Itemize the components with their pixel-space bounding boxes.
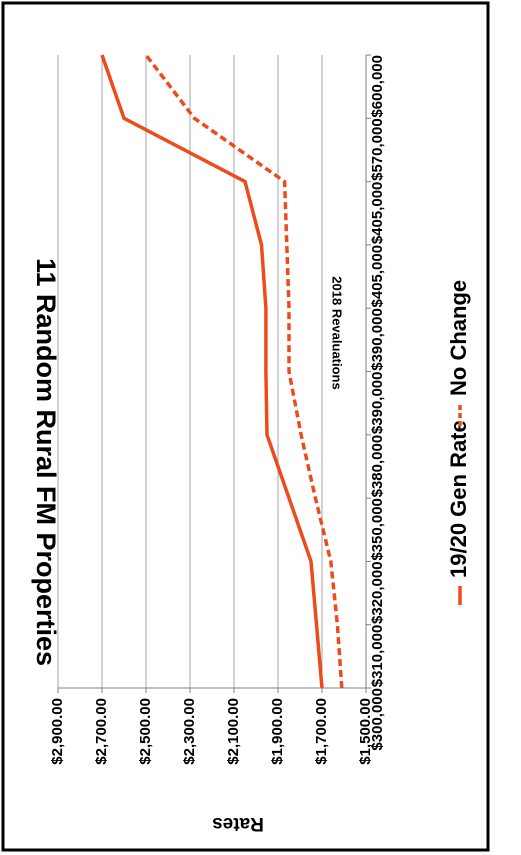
y-axis-ticks: $1,500.00 $1,700.00 $1,900.00 $2,100.00 $2,3…	[49, 698, 374, 765]
y-tick-label: $1,700.00	[313, 698, 330, 765]
x-tick-label: $405,000	[369, 245, 386, 308]
x-tick-label: $390,000	[369, 372, 386, 435]
y-tick-label: $2,900.00	[49, 698, 66, 765]
x-tick-label: $405,000	[369, 182, 386, 245]
y-tick-label: $1,500.00	[357, 698, 374, 765]
series-group	[100, 53, 344, 689]
y-tick-label: $1,900.00	[269, 698, 286, 765]
y-tick-label: $2,500.00	[137, 698, 154, 765]
y-tick-label: $2,100.00	[225, 698, 242, 765]
y-axis-title: Rates	[212, 813, 264, 834]
x-tick-label: $320,000	[369, 561, 386, 624]
x-tick-label: $310,000	[369, 625, 386, 688]
x-axis-ticks: $300,000$310,000$320,000$350,000$380,000…	[366, 54, 386, 751]
x-tick-label: $380,000	[369, 435, 386, 498]
x-tick-label: $390,000	[369, 308, 386, 371]
x-tick-label: $300,000	[369, 688, 386, 751]
x-tick-label: $600,000	[369, 55, 386, 118]
y-tick-label: $2,300.00	[181, 698, 198, 765]
annotation: 2018 Revaluations	[330, 276, 345, 389]
legend-label-gen-rate: 19/20 Gen Rate	[446, 420, 471, 578]
legend: 19/20 Gen Rate No Change	[446, 280, 471, 605]
series-line-gen-rate	[100, 54, 324, 689]
series-line-no-change	[144, 53, 344, 689]
y-tick-label: $2,700.00	[93, 698, 110, 765]
chart-border	[1, 1, 490, 852]
legend-label-no-change: No Change	[446, 280, 471, 396]
x-tick-label: $570,000	[369, 118, 386, 181]
x-tick-label: $350,000	[369, 498, 386, 561]
chart-title: 11 Random Rural FM Properties	[31, 258, 61, 666]
